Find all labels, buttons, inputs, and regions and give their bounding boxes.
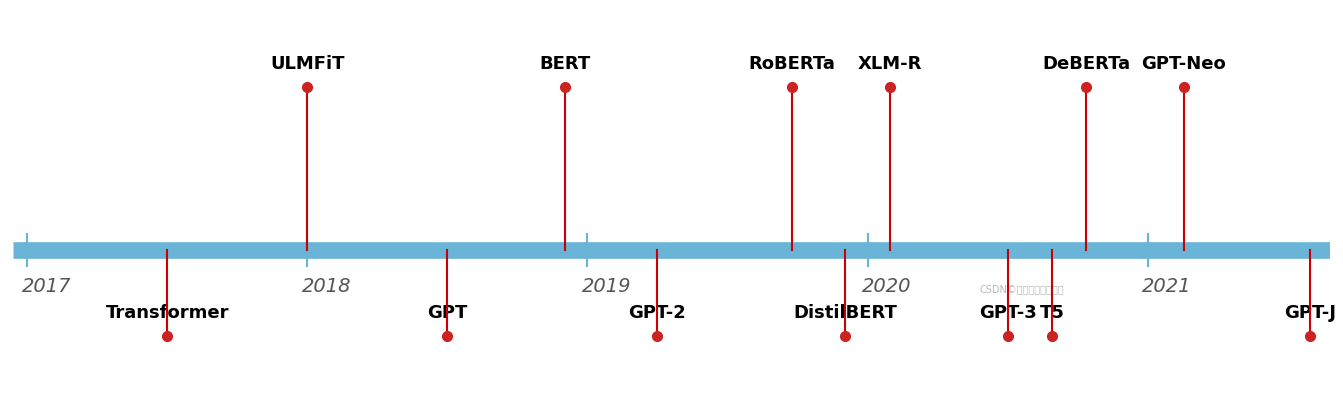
Text: CSDN©毕毛毛（卓寿杰）: CSDN©毕毛毛（卓寿杰） (979, 284, 1064, 294)
Text: GPT: GPT (427, 304, 467, 322)
Text: GPT-J: GPT-J (1284, 304, 1336, 322)
Text: BERT: BERT (540, 55, 591, 73)
Text: 2017: 2017 (21, 277, 71, 296)
Text: XLM-R: XLM-R (858, 55, 923, 73)
Text: 2020: 2020 (862, 277, 912, 296)
Text: Transformer: Transformer (106, 304, 230, 322)
Text: T5: T5 (1039, 304, 1065, 322)
Text: GPT-2: GPT-2 (629, 304, 686, 322)
Text: RoBERTa: RoBERTa (748, 55, 835, 73)
Text: DeBERTa: DeBERTa (1042, 55, 1129, 73)
Text: 2019: 2019 (582, 277, 631, 296)
Text: 2018: 2018 (302, 277, 352, 296)
Text: ULMFiT: ULMFiT (270, 55, 345, 73)
Text: GPT-Neo: GPT-Neo (1142, 55, 1226, 73)
Text: 2021: 2021 (1142, 277, 1191, 296)
Text: DistilBERT: DistilBERT (794, 304, 897, 322)
Text: GPT-3: GPT-3 (979, 304, 1037, 322)
